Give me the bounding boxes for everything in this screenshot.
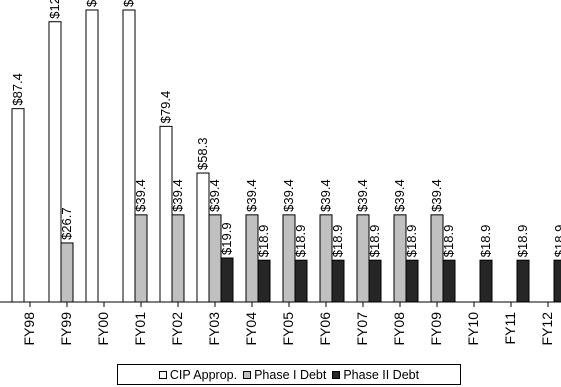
bar-cip-approp-fy00 bbox=[85, 9, 99, 303]
data-label-phase-i-debt-fy99: $26.7 bbox=[59, 207, 74, 240]
legend-item-cip-approp: CIP Approp. bbox=[158, 367, 238, 382]
legend-item-phase-ii-debt: Phase II Debt bbox=[332, 368, 419, 382]
bar-phase-ii-debt-fy06 bbox=[331, 259, 345, 303]
x-tick-label-fy10: FY10 bbox=[465, 312, 481, 346]
data-label-phase-ii-debt-fy04: $18.9 bbox=[256, 225, 271, 258]
x-tick-label-fy01: FY01 bbox=[132, 312, 148, 346]
data-label-cip-approp-fy00: $132.0 bbox=[84, 0, 99, 7]
data-label-phase-ii-debt-fy09: $18.9 bbox=[441, 225, 456, 258]
x-tick-label-fy99: FY99 bbox=[58, 312, 74, 346]
legend-label-phase-i-debt: Phase I Debt bbox=[254, 367, 327, 382]
data-label-phase-i-debt-fy05: $39.4 bbox=[281, 179, 296, 212]
data-label-phase-ii-debt-fy07: $18.9 bbox=[367, 225, 382, 258]
x-tick-label-fy08: FY08 bbox=[391, 312, 407, 346]
data-label-cip-approp-fy03: $58.3 bbox=[195, 137, 210, 170]
bar-phase-i-debt-fy01 bbox=[134, 214, 148, 303]
data-label-phase-i-debt-fy01: $39.4 bbox=[133, 179, 148, 212]
data-label-phase-i-debt-fy08: $39.4 bbox=[392, 179, 407, 212]
data-label-phase-ii-debt-fy08: $18.9 bbox=[404, 225, 419, 258]
x-tick-label-fy06: FY06 bbox=[317, 312, 333, 346]
x-tick-label-fy11: FY11 bbox=[502, 312, 518, 345]
legend-label-cip-approp: CIP Approp. bbox=[169, 367, 238, 382]
bar-phase-ii-debt-fy11 bbox=[516, 259, 530, 303]
bar-cip-approp-fy02 bbox=[159, 125, 173, 303]
data-label-phase-i-debt-fy02: $39.4 bbox=[170, 179, 185, 212]
bar-phase-ii-debt-fy08 bbox=[405, 259, 419, 303]
x-tick-label-fy98: FY98 bbox=[21, 312, 37, 346]
data-label-phase-i-debt-fy09: $39.4 bbox=[429, 179, 444, 212]
value-labels-group: $87.4 $126.7 $26.7 $132.0 $132.0 $39.4 $79.4 $3… bbox=[10, 0, 561, 257]
data-label-cip-approp-fy02: $79.4 bbox=[158, 91, 173, 124]
bar-cip-approp-fy98 bbox=[11, 108, 25, 303]
data-label-cip-approp-fy99: $126.7 bbox=[47, 0, 62, 19]
data-label-phase-i-debt-fy06: $39.4 bbox=[318, 179, 333, 212]
data-label-phase-i-debt-fy07: $39.4 bbox=[355, 179, 370, 212]
bar-phase-i-debt-fy99 bbox=[60, 242, 74, 303]
x-tick-label-fy00: FY00 bbox=[95, 312, 111, 346]
bar-phase-i-debt-fy02 bbox=[171, 214, 185, 303]
data-label-phase-i-debt-fy03: $39.4 bbox=[207, 179, 222, 212]
legend-swatch-cip-approp bbox=[158, 370, 167, 379]
bar-phase-ii-debt-fy12 bbox=[553, 259, 561, 303]
bar-phase-ii-debt-fy05 bbox=[294, 259, 308, 303]
x-ticks-group bbox=[29, 302, 549, 307]
data-label-cip-approp-fy01: $132.0 bbox=[121, 0, 136, 7]
legend-item-phase-i-debt: Phase I Debt bbox=[243, 368, 326, 382]
data-label-phase-ii-debt-fy05: $18.9 bbox=[293, 225, 308, 258]
x-tick-label-fy03: FY03 bbox=[206, 312, 222, 346]
legend-swatch-phase-ii-debt bbox=[332, 370, 341, 379]
bar-phase-ii-debt-fy09 bbox=[442, 259, 456, 303]
x-tick-label-fy02: FY02 bbox=[169, 312, 185, 346]
x-tick-label-fy07: FY07 bbox=[354, 312, 370, 346]
bar-phase-ii-debt-fy03 bbox=[220, 257, 234, 303]
bars-group bbox=[11, 9, 561, 303]
legend-swatch-phase-i-debt bbox=[243, 370, 252, 379]
data-label-phase-ii-debt-fy12: $18.9 bbox=[552, 225, 561, 258]
data-label-phase-ii-debt-fy03: $19.9 bbox=[219, 222, 234, 255]
bar-phase-ii-debt-fy04 bbox=[257, 259, 271, 303]
legend-label-phase-ii-debt: Phase II Debt bbox=[343, 367, 420, 382]
x-tick-label-fy05: FY05 bbox=[280, 312, 296, 346]
legend: CIP Approp. Phase I Debt Phase II Debt bbox=[117, 364, 461, 385]
data-label-phase-ii-debt-fy10: $18.9 bbox=[478, 225, 493, 258]
x-tick-label-fy04: FY04 bbox=[243, 312, 259, 346]
bar-phase-ii-debt-fy07 bbox=[368, 259, 382, 303]
bar-phase-ii-debt-fy10 bbox=[479, 259, 493, 303]
data-label-phase-ii-debt-fy11: $18.9 bbox=[515, 225, 530, 258]
x-tick-label-fy12: FY12 bbox=[539, 312, 555, 346]
data-label-phase-i-debt-fy04: $39.4 bbox=[244, 179, 259, 212]
x-labels-group: FY98 FY99 FY00 FY01 FY02 FY03 FY04 FY05 FY06 FY07… bbox=[21, 312, 555, 346]
data-label-cip-approp-fy98: $87.4 bbox=[10, 73, 25, 106]
bar-cip-approp-fy99 bbox=[48, 21, 62, 303]
data-label-phase-ii-debt-fy06: $18.9 bbox=[330, 225, 345, 258]
bar-cip-approp-fy01 bbox=[122, 9, 136, 303]
x-tick-label-fy09: FY09 bbox=[428, 312, 444, 346]
